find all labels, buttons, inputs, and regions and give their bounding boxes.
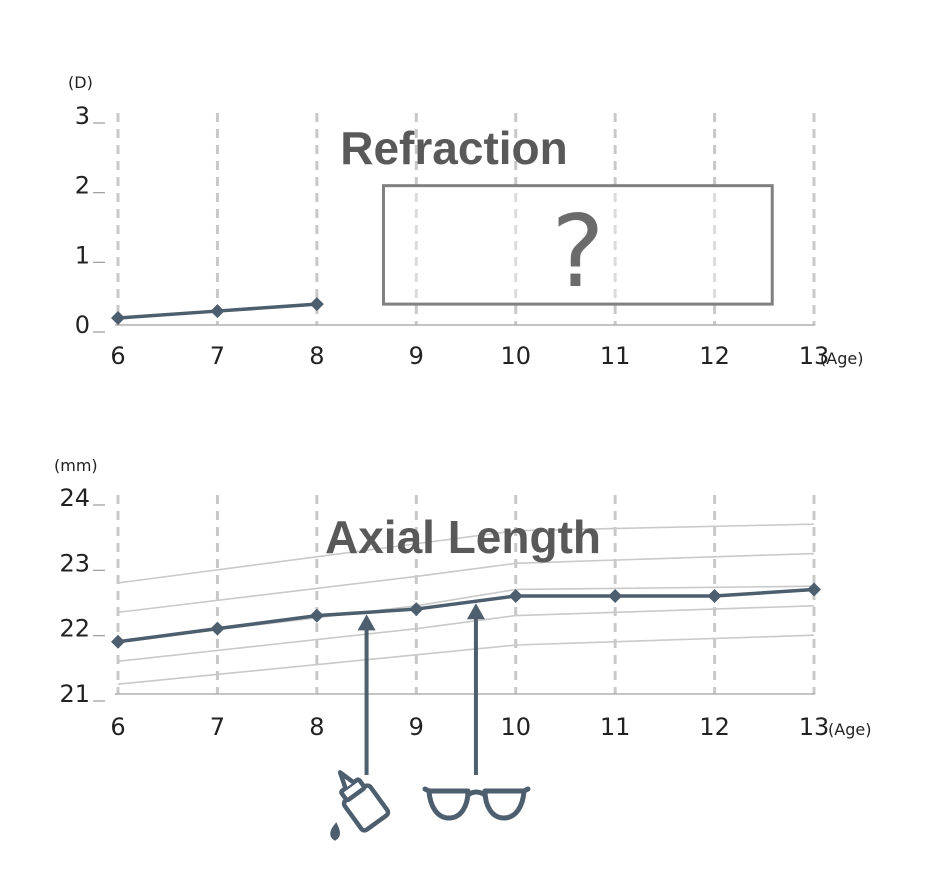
- x-tick-label: 10: [500, 713, 531, 741]
- reference-curve: [117, 634, 815, 685]
- x-tick-label: 10: [500, 342, 531, 370]
- refraction-series: [111, 297, 324, 326]
- treatment-markers: [357, 603, 485, 775]
- data-point: [508, 589, 523, 603]
- y-tick-label: 0: [75, 311, 90, 339]
- axial-length-chart: 21 22 23 24 6 7 8 9 10 11 12 13 (mm) (Age) Axial L…: [54, 456, 871, 775]
- eye-drop-bottle-icon: [337, 770, 391, 833]
- data-point: [309, 608, 324, 623]
- refraction-grid: [116, 113, 816, 325]
- x-tick-label: 6: [110, 342, 125, 370]
- unknown-future-box: [381, 184, 774, 306]
- y-tick-label: 24: [59, 484, 90, 512]
- glasses-icon: [422, 786, 531, 821]
- axial-length-series: [111, 582, 821, 649]
- refraction-x-ticks: 6 7 8 9 10 11 12 13: [110, 342, 829, 370]
- x-tick-label: 11: [600, 342, 631, 370]
- axial-length-y-ticks: 21 22 23 24: [59, 484, 105, 708]
- reference-curve: [117, 605, 815, 663]
- data-point: [309, 297, 324, 312]
- x-tick-label: 8: [309, 342, 324, 370]
- marker-arrow-head: [357, 614, 376, 631]
- refraction-x-unit: (Age): [820, 349, 863, 368]
- x-tick-label: 12: [699, 342, 730, 370]
- x-tick-label: 12: [699, 713, 730, 741]
- data-point: [210, 621, 225, 636]
- reference-curve: [117, 523, 815, 584]
- data-point: [409, 602, 424, 617]
- refraction-y-ticks: 0 1 2 3: [75, 102, 105, 339]
- refraction-title: Refraction: [340, 122, 567, 174]
- marker-arrow-head: [466, 603, 485, 620]
- reference-curve: [117, 552, 815, 614]
- data-point: [111, 634, 125, 649]
- y-tick-label: 23: [59, 549, 90, 577]
- axial-length-x-ticks: 6 7 8 9 10 11 12 13: [110, 713, 829, 741]
- y-tick-label: 3: [75, 102, 90, 130]
- x-tick-label: 7: [210, 342, 225, 370]
- x-tick-label: 8: [309, 713, 324, 741]
- y-tick-label: 2: [75, 172, 90, 200]
- x-tick-label: 11: [600, 713, 631, 741]
- series-line: [117, 587, 815, 644]
- data-point: [210, 304, 225, 319]
- x-tick-label: 13: [799, 713, 830, 741]
- axial-length-x-unit: (Age): [828, 720, 871, 739]
- y-tick-label: 1: [75, 241, 90, 269]
- data-point: [707, 589, 722, 603]
- axial-length-y-unit: (mm): [54, 456, 98, 475]
- question-mark: ?: [551, 193, 604, 310]
- data-point: [807, 582, 821, 597]
- x-tick-label: 13: [799, 342, 830, 370]
- refraction-y-unit: (D): [68, 73, 93, 92]
- data-point: [111, 311, 125, 326]
- y-tick-label: 21: [59, 680, 90, 708]
- x-tick-label: 6: [110, 713, 125, 741]
- x-tick-label: 7: [210, 713, 225, 741]
- data-point: [608, 589, 623, 603]
- axial-length-title: Axial Length: [325, 511, 601, 563]
- x-tick-label: 9: [409, 713, 424, 741]
- x-tick-label: 9: [409, 342, 424, 370]
- drop-icon: [330, 822, 340, 841]
- y-tick-label: 22: [59, 615, 90, 643]
